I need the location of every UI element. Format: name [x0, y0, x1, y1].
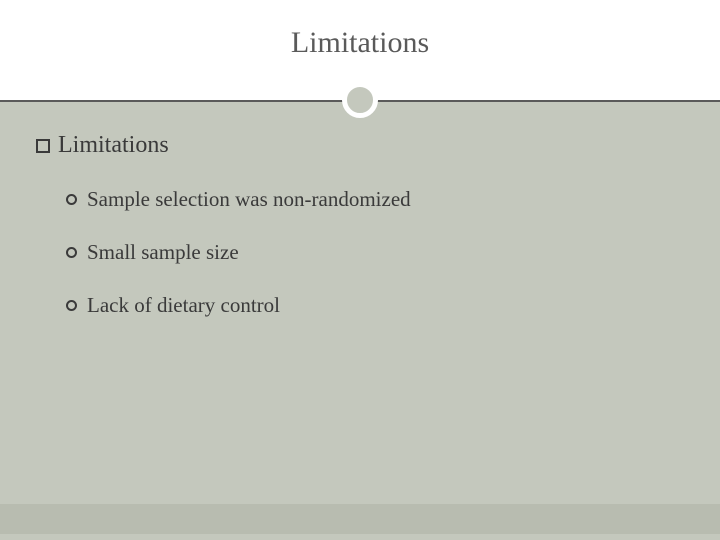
list-item: Lack of dietary control — [66, 293, 684, 318]
content-area: Limitations Sample selection was non-ran… — [0, 100, 720, 318]
bullet-text: Small sample size — [87, 240, 239, 265]
slide-title: Limitations — [0, 0, 720, 60]
bullet-text: Lack of dietary control — [87, 293, 280, 318]
section-title: Limitations — [58, 132, 169, 159]
section-header: Limitations — [36, 132, 684, 159]
bullet-text: Sample selection was non-randomized — [87, 187, 411, 212]
square-bullet-icon — [36, 139, 50, 153]
circle-bullet-icon — [66, 247, 77, 258]
circle-bullet-icon — [66, 300, 77, 311]
circle-bullet-icon — [66, 194, 77, 205]
footer-band — [0, 504, 720, 534]
list-item: Sample selection was non-randomized — [66, 187, 684, 212]
bullet-list: Sample selection was non-randomized Smal… — [36, 187, 684, 318]
list-item: Small sample size — [66, 240, 684, 265]
circle-ornament-icon — [342, 82, 378, 118]
